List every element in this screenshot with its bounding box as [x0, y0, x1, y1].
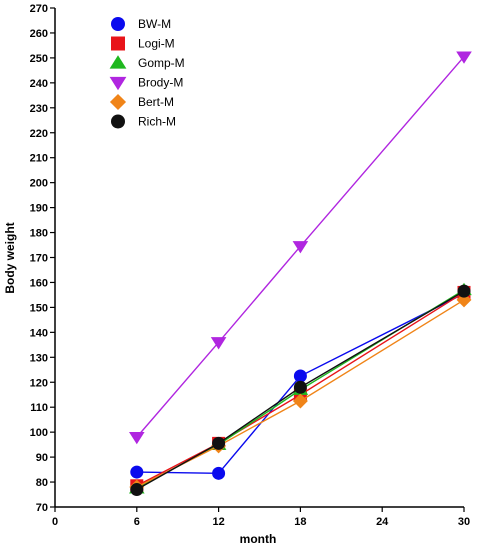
x-axis-title: month: [240, 532, 277, 546]
y-tick-label: 130: [30, 352, 48, 364]
legend-marker: [111, 36, 125, 51]
series-line: [136, 290, 465, 491]
data-point: [292, 393, 308, 409]
legend-label: Bert-M: [138, 95, 174, 109]
y-tick-label: 140: [30, 327, 48, 339]
legend-label: Rich-M: [138, 115, 176, 129]
y-tick-label: 220: [30, 128, 48, 140]
y-tick-label: 240: [30, 78, 48, 90]
y-tick-label: 270: [30, 3, 48, 15]
y-tick-label: 70: [36, 502, 48, 514]
series-line: [136, 293, 465, 475]
legend-item: Bert-M: [109, 93, 174, 111]
y-tick-label: 150: [30, 302, 48, 314]
data-point: [457, 284, 471, 298]
y-tick-label: 110: [30, 402, 48, 414]
data-point: [292, 241, 309, 254]
y-tick-label: 80: [36, 477, 48, 489]
data-point: [212, 466, 226, 480]
data-point: [129, 431, 145, 445]
y-tick-label: 160: [30, 277, 48, 289]
legend-item: Brody-M: [109, 76, 183, 91]
y-tick-label: 200: [30, 178, 48, 190]
y-tick-label: 210: [30, 153, 48, 165]
x-tick-label: 12: [212, 516, 224, 528]
data-point: [130, 483, 144, 497]
x-tick-label: 6: [134, 516, 140, 528]
axes: 7080901001101201301401501601701801902002…: [30, 3, 470, 528]
legend-marker: [111, 114, 125, 129]
series-line: [136, 56, 465, 438]
y-tick-label: 90: [36, 452, 48, 464]
legend-item: Gomp-M: [109, 55, 185, 70]
series-line: [136, 291, 465, 487]
x-tick-label: 0: [52, 516, 58, 528]
y-tick-label: 260: [30, 28, 48, 40]
y-tick-label: 170: [30, 253, 48, 265]
legend-label: Logi-M: [138, 37, 175, 51]
y-tick-label: 180: [30, 228, 48, 240]
data-point: [212, 436, 226, 450]
legend-marker: [109, 93, 127, 111]
legend-marker: [109, 55, 127, 69]
legend-item: Rich-M: [111, 114, 176, 129]
legend-item: BW-M: [111, 17, 171, 31]
y-tick-label: 230: [30, 103, 48, 115]
data-point: [293, 380, 307, 394]
data-point: [456, 51, 472, 64]
series-group: [129, 51, 472, 497]
data-point: [293, 369, 307, 383]
x-tick-label: 24: [376, 516, 389, 528]
legend-label: Gomp-M: [138, 56, 185, 70]
legend-marker: [111, 17, 125, 31]
y-tick-label: 250: [30, 53, 48, 65]
legend-label: Brody-M: [138, 76, 183, 90]
y-tick-label: 190: [30, 203, 48, 215]
data-point: [130, 465, 144, 479]
series-brody-m: [129, 51, 472, 445]
legend-item: Logi-M: [111, 36, 175, 51]
legend-label: BW-M: [138, 17, 171, 31]
y-tick-label: 100: [30, 427, 48, 439]
x-tick-label: 18: [294, 516, 306, 528]
y-tick-label: 120: [30, 377, 48, 389]
legend: BW-M Logi-M Gomp-M Brody-M Bert-M Rich-M: [109, 17, 185, 129]
legend-marker: [109, 76, 127, 91]
y-axis-title: Body weight: [3, 222, 17, 293]
series-rich-m: [130, 284, 471, 497]
data-point: [210, 337, 227, 350]
x-tick-label: 30: [458, 516, 470, 528]
